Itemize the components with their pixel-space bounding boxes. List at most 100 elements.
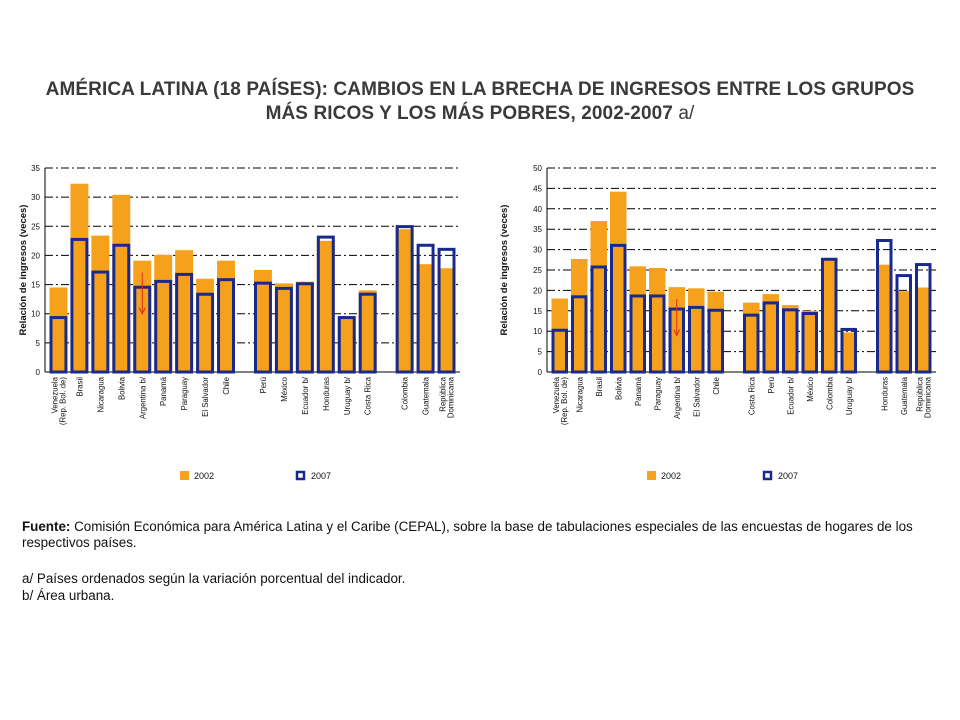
bar-2007 (295, 282, 314, 374)
bar-2007 (254, 281, 272, 374)
x-tick-label: Ecuador b/ (301, 376, 310, 415)
bar-2002 (175, 250, 194, 372)
x-tick-label: Guatemala (900, 376, 909, 415)
y-tick-label: 25 (31, 222, 40, 231)
bar-2002 (688, 288, 705, 372)
y-tick-label: 5 (538, 348, 543, 357)
x-tick-label: Brasil (75, 377, 84, 397)
x-tick-label: República (915, 376, 924, 411)
source-text: Comisión Económica para América Latina y… (22, 519, 913, 550)
bar-2007 (801, 312, 818, 374)
bar-2007 (610, 243, 627, 374)
legend-swatch-2007 (295, 470, 306, 481)
chart-title-note: a/ (678, 103, 695, 124)
bar-2007 (437, 247, 456, 374)
x-tick-label: Guatemala (422, 376, 431, 415)
x-tick-label: Chile (712, 377, 721, 395)
bar-2002 (590, 221, 607, 372)
x-tick-label: Brasil (595, 377, 604, 397)
y-tick-label: 15 (533, 307, 542, 316)
x-tick-label: Colombia (401, 376, 410, 410)
bar-2002 (112, 194, 131, 372)
bar-2007 (688, 305, 705, 374)
chart-title-line1: AMÉRICA LATINA (18 PAÍSES): CAMBIOS EN L… (45, 79, 915, 100)
legend-swatch-2002 (647, 471, 656, 480)
chart-title-text: MÁS RICOS Y LOS MÁS POBRES, 2002-2007 (265, 103, 673, 124)
x-tick-label: Dominicana (447, 376, 456, 418)
y-tick-label: 35 (533, 225, 542, 234)
bar-2002 (274, 283, 293, 372)
bar-2002 (49, 287, 68, 372)
y-tick-label: 20 (533, 286, 542, 295)
bar-2002 (551, 298, 568, 372)
bar-2002 (743, 302, 760, 372)
x-tick-label: Uruguay b/ (343, 376, 352, 415)
bar-2007 (112, 243, 131, 374)
bar-2002 (649, 267, 666, 372)
x-tick-label: Honduras (322, 377, 331, 411)
y-tick-label: 50 (533, 164, 542, 173)
bar-2007 (91, 270, 110, 374)
bar-2002 (295, 281, 314, 372)
change-arrow-head (138, 307, 146, 315)
footnote-a: a/ Países ordenados según la variación p… (22, 571, 406, 586)
y-axis-label: Relación de ingresos (veces) (18, 205, 29, 336)
bar-2002 (571, 258, 588, 372)
x-tick-label: Nicaragua (96, 376, 105, 412)
bar-2007 (743, 313, 760, 374)
legend-label-2002: 2002 (661, 471, 681, 481)
bar-2007 (590, 265, 607, 374)
y-tick-label: 15 (31, 281, 40, 290)
x-tick-label: Panamá (159, 376, 168, 406)
chart-right: 0 5 10 15 20 25 30 35 40 45 50 Relación de ingresos… (499, 164, 936, 481)
bar-2007 (49, 316, 68, 374)
x-tick-label: Nicaragua (575, 376, 584, 412)
bar-2002 (316, 240, 335, 372)
bar-2002 (217, 260, 235, 372)
bar-2007 (649, 294, 666, 374)
x-tick-label: Argentina b/ (673, 376, 682, 419)
bar-2002 (358, 290, 377, 372)
bar-2002 (915, 287, 932, 372)
bar-2007 (840, 327, 857, 374)
bar-2007 (782, 308, 799, 374)
bar-2007 (571, 295, 588, 374)
bar-2007 (395, 225, 414, 374)
bar-2002 (801, 310, 818, 372)
change-arrow-head (673, 329, 681, 337)
x-tick-label: Perú (767, 377, 776, 393)
x-tick-label: Honduras (880, 377, 889, 411)
x-tick-label: Paraguay (180, 377, 189, 410)
bar-2002 (895, 291, 912, 372)
x-tick-label: México (280, 376, 289, 401)
bar-2002 (154, 254, 173, 372)
bar-2002 (762, 294, 779, 372)
source-label: Fuente: (22, 519, 71, 534)
x-tick-label: Colombia (825, 376, 834, 410)
bar-2007 (915, 263, 932, 374)
x-tick-label: Dominicana (923, 376, 932, 418)
x-tick-label: Paraguay (653, 377, 662, 410)
bar-2007 (196, 292, 215, 374)
y-tick-label: 40 (533, 205, 542, 214)
x-tick-label: (Rep. Bol. de) (58, 377, 67, 426)
bar-2007 (416, 243, 435, 374)
y-tick-label: 5 (36, 339, 41, 348)
bar-2007 (358, 292, 377, 374)
bar-2002 (337, 317, 356, 372)
y-tick-label: 20 (31, 251, 40, 260)
bar-2002 (782, 305, 799, 372)
legend-swatch-2007 (762, 470, 773, 481)
x-tick-label: Perú (259, 377, 268, 393)
bar-2002 (416, 264, 435, 372)
bar-2002 (196, 278, 215, 372)
y-tick-label: 10 (31, 310, 40, 319)
legend-label-2002: 2002 (194, 471, 214, 481)
x-tick-label: República (439, 376, 448, 411)
y-tick-label: 0 (538, 368, 543, 377)
bar-2002 (876, 264, 893, 372)
bar-2002 (91, 235, 110, 372)
legend-label-2007: 2007 (311, 471, 331, 481)
bar-2002 (254, 270, 272, 372)
x-tick-label: Venezuela (552, 376, 561, 413)
